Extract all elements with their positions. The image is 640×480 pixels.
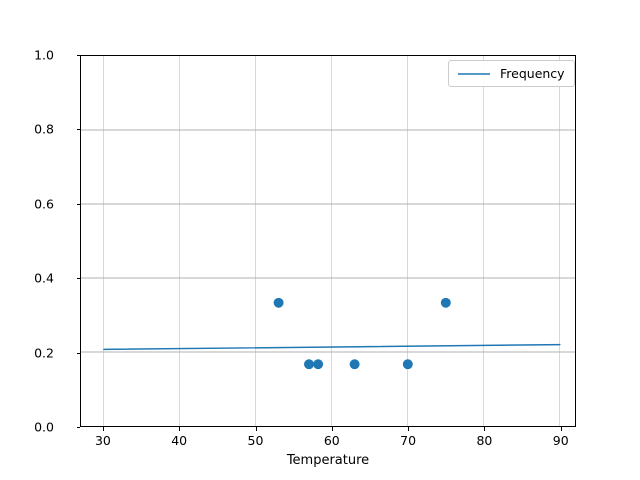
y-tick-mark <box>76 55 80 56</box>
legend-entry-label: Frequency <box>500 66 565 81</box>
x-tick-label: 50 <box>247 433 264 448</box>
x-tick-mark <box>102 427 104 431</box>
x-tick-label: 80 <box>476 433 493 448</box>
y-tick-mark <box>76 352 80 354</box>
x-tick-mark <box>179 427 181 431</box>
y-tick-mark <box>76 278 80 280</box>
y-tick-label: 1.0 <box>34 47 54 63</box>
plot-area <box>80 55 576 427</box>
x-axis-label: Temperature <box>286 453 370 468</box>
scatter-point <box>349 359 360 370</box>
scatter-point <box>402 359 413 370</box>
scatter-point <box>440 297 451 308</box>
x-tick-mark <box>255 427 257 431</box>
legend: Frequency <box>448 60 575 87</box>
y-tick-label: 0.2 <box>34 345 54 361</box>
y-tick-label: 0.6 <box>34 196 54 212</box>
x-tick-label: 70 <box>400 433 417 448</box>
x-tick-label: 40 <box>171 433 188 448</box>
x-tick-mark <box>331 427 333 431</box>
x-tick-label: 90 <box>552 433 569 448</box>
y-tick-mark <box>76 203 80 205</box>
y-tick-mark <box>76 427 80 428</box>
y-tick-mark <box>76 129 80 131</box>
data-layer <box>103 297 561 370</box>
scatter-point <box>273 297 284 308</box>
x-tick-label: 60 <box>323 433 340 448</box>
legend-line-swatch <box>458 72 490 75</box>
y-tick-label: 0.0 <box>34 419 54 435</box>
y-tick-label: 0.8 <box>34 121 54 137</box>
line-series-frequency <box>103 343 561 351</box>
scatter-point <box>304 359 314 370</box>
x-tick-mark <box>408 427 410 431</box>
x-tick-mark <box>560 427 562 431</box>
x-tick-mark <box>484 427 486 431</box>
x-tick-label: 30 <box>94 433 111 448</box>
scatter-point <box>313 359 324 370</box>
grid-layer <box>81 56 575 426</box>
y-tick-label: 0.4 <box>34 270 54 286</box>
